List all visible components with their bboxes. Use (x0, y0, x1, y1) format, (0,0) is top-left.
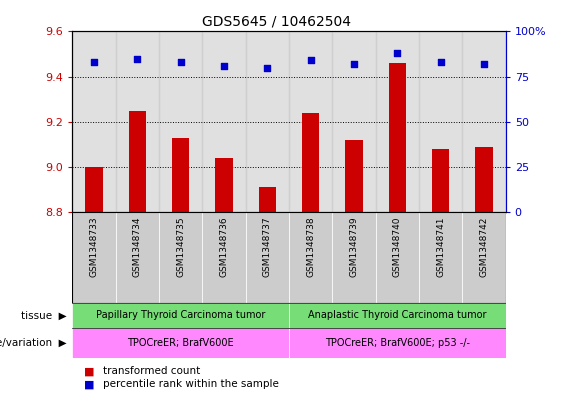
Bar (72, 303, 289, 328)
Bar (215, 158, 233, 212)
Bar (85, 167, 103, 212)
Text: GSM1348742: GSM1348742 (480, 217, 489, 277)
Bar (202, 31, 246, 212)
Text: Anaplastic Thyroid Carcinoma tumor: Anaplastic Thyroid Carcinoma tumor (308, 310, 486, 320)
Bar (159, 212, 202, 303)
Text: tissue  ▶: tissue ▶ (21, 310, 67, 320)
Point (176, 59, 185, 65)
Point (133, 55, 142, 62)
Point (480, 61, 489, 67)
Text: Papillary Thyroid Carcinoma tumor: Papillary Thyroid Carcinoma tumor (96, 310, 266, 320)
Bar (159, 31, 202, 212)
Text: TPOCreER; BrafV600E; p53 -/-: TPOCreER; BrafV600E; p53 -/- (325, 338, 470, 348)
Text: percentile rank within the sample: percentile rank within the sample (103, 379, 279, 389)
Point (306, 57, 315, 64)
Text: GSM1348741: GSM1348741 (436, 217, 445, 277)
Bar (72, 31, 116, 212)
Text: GDS5645 / 10462504: GDS5645 / 10462504 (202, 15, 351, 29)
Point (219, 62, 228, 69)
Bar (332, 31, 376, 212)
Bar (202, 212, 246, 303)
Bar (259, 187, 276, 212)
Bar (72, 212, 116, 303)
Bar (462, 212, 506, 303)
Text: GSM1348737: GSM1348737 (263, 217, 272, 277)
Text: GSM1348735: GSM1348735 (176, 217, 185, 277)
Bar (419, 212, 462, 303)
Bar (419, 31, 462, 212)
Bar (475, 147, 493, 212)
Point (436, 59, 445, 65)
Text: TPOCreER; BrafV600E: TPOCreER; BrafV600E (127, 338, 234, 348)
Bar (129, 110, 146, 212)
Text: GSM1348740: GSM1348740 (393, 217, 402, 277)
Text: GSM1348738: GSM1348738 (306, 217, 315, 277)
Bar (376, 212, 419, 303)
Bar (462, 31, 506, 212)
Text: transformed count: transformed count (103, 366, 201, 376)
Bar (345, 140, 363, 212)
Point (89, 59, 98, 65)
Text: GSM1348734: GSM1348734 (133, 217, 142, 277)
Bar (116, 31, 159, 212)
Bar (289, 328, 506, 358)
Bar (172, 138, 189, 212)
Bar (332, 212, 376, 303)
Bar (289, 212, 332, 303)
Bar (289, 303, 506, 328)
Point (263, 64, 272, 71)
Bar (289, 31, 332, 212)
Bar (116, 212, 159, 303)
Point (393, 50, 402, 56)
Bar (246, 212, 289, 303)
Bar (246, 31, 289, 212)
Bar (432, 149, 449, 212)
Bar (376, 31, 419, 212)
Text: genotype/variation  ▶: genotype/variation ▶ (0, 338, 67, 348)
Bar (302, 113, 319, 212)
Point (350, 61, 359, 67)
Text: GSM1348733: GSM1348733 (89, 217, 98, 277)
Text: GSM1348736: GSM1348736 (219, 217, 228, 277)
Bar (72, 328, 289, 358)
Text: GSM1348739: GSM1348739 (350, 217, 359, 277)
Text: ■: ■ (84, 366, 94, 376)
Bar (389, 63, 406, 212)
Text: ■: ■ (84, 379, 94, 389)
